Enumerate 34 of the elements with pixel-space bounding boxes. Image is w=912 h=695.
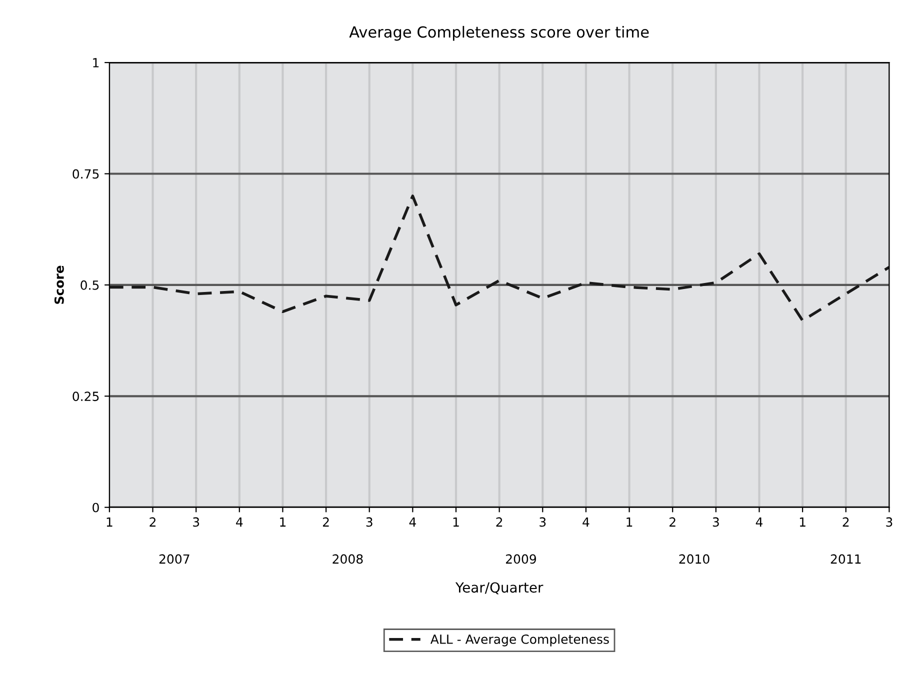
x-tick-label: 2 xyxy=(842,517,849,527)
text: 2009 xyxy=(506,554,536,564)
text: 2007 xyxy=(159,554,190,564)
chart-title: Average Completeness score over time xyxy=(349,26,649,41)
y-axis-title: Score xyxy=(54,266,64,304)
line-series xyxy=(109,194,890,322)
y-tick-label: 0 xyxy=(92,502,99,512)
text: 2008 xyxy=(332,554,363,564)
x-tick-label: 1 xyxy=(106,517,112,527)
x-tick-label: 2 xyxy=(322,517,329,527)
x-tick-label: 1 xyxy=(626,517,632,527)
x-tick-label: 1 xyxy=(280,517,286,527)
text: 2010 xyxy=(679,554,710,564)
x-tick-label: 3 xyxy=(886,517,892,527)
y-tick-label: 0.75 xyxy=(72,169,99,179)
y-tick-label: 0.5 xyxy=(80,280,99,290)
x-tick-label: 4 xyxy=(582,517,590,527)
x-tick-label: 3 xyxy=(540,517,546,527)
x-tick-label: 2 xyxy=(150,517,156,527)
y-tick-label: 0.25 xyxy=(72,392,99,402)
x-tick-label: 3 xyxy=(712,517,719,527)
x-tick-label: 4 xyxy=(409,517,416,527)
legend-label: ALL - Average Completeness xyxy=(430,634,609,646)
x-tick-label: 2 xyxy=(496,517,502,527)
x-tick-label: 2 xyxy=(670,517,676,527)
x-tick-label: 4 xyxy=(756,517,763,527)
x-tick-label: 1 xyxy=(453,517,459,527)
x-axis-title: Year/Quarter xyxy=(455,582,544,594)
y-tick-label: 1 xyxy=(93,58,99,68)
text: 2011 xyxy=(830,554,861,564)
x-tick-label: 3 xyxy=(366,517,372,527)
x-tick-label: 3 xyxy=(193,517,200,527)
x-tick-label: 1 xyxy=(800,517,806,527)
x-tick-label: 4 xyxy=(236,517,243,527)
